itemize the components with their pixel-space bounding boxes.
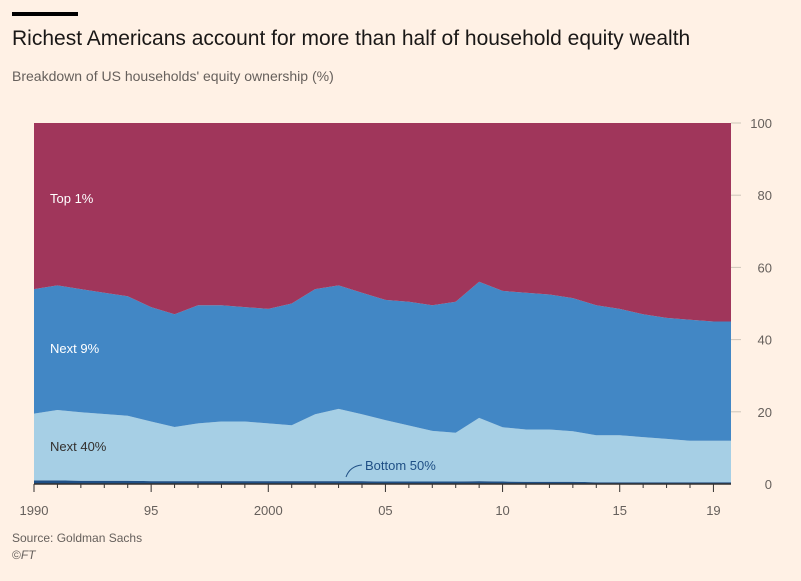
- ft-brand: FT: [20, 548, 36, 562]
- label-top1: Top 1%: [50, 191, 94, 206]
- y-tick-label-40: 40: [758, 333, 772, 348]
- area-next40: [34, 408, 731, 483]
- y-tick-label-0: 0: [765, 477, 772, 492]
- area-next9: [34, 281, 731, 441]
- copyright-symbol: ©: [12, 548, 21, 562]
- series-labels: Top 1% Next 9% Next 40% Bottom 50%: [50, 191, 436, 478]
- x-tick-label-2000: 2000: [254, 503, 283, 518]
- gridlines: [731, 122, 741, 413]
- x-tick-label-05: 05: [378, 503, 392, 518]
- bottom50-leader-line: [345, 464, 363, 478]
- y-tick-label-80: 80: [758, 188, 772, 203]
- label-bottom50: Bottom 50%: [365, 458, 436, 473]
- x-tick-label-19: 19: [706, 503, 720, 518]
- x-tick-label-15: 15: [612, 503, 626, 518]
- label-next9: Next 9%: [50, 341, 100, 356]
- x-tick-label-95: 95: [144, 503, 158, 518]
- x-axis: 1990 95 2000 05 10 15 19: [20, 483, 731, 518]
- y-tick-label-60: 60: [758, 260, 772, 275]
- chart-subtitle: Breakdown of US households' equity owner…: [12, 68, 334, 84]
- x-tick-label-1990: 1990: [20, 503, 49, 518]
- y-axis: 0 20 40 60 80 100: [750, 116, 772, 492]
- area-bottom50: [34, 480, 731, 484]
- x-tick-label-10: 10: [495, 503, 509, 518]
- y-tick-label-20: 20: [758, 405, 772, 420]
- chart-title: Richest Americans account for more than …: [12, 27, 691, 50]
- ft-header-bar: [12, 12, 78, 16]
- y-tick-label-100: 100: [750, 116, 772, 131]
- area-top1: [34, 123, 731, 322]
- copyright-note: ©FT: [12, 548, 36, 562]
- label-next40: Next 40%: [50, 439, 107, 454]
- area-series-group: [34, 123, 731, 484]
- source-note: Source: Goldman Sachs: [12, 531, 143, 545]
